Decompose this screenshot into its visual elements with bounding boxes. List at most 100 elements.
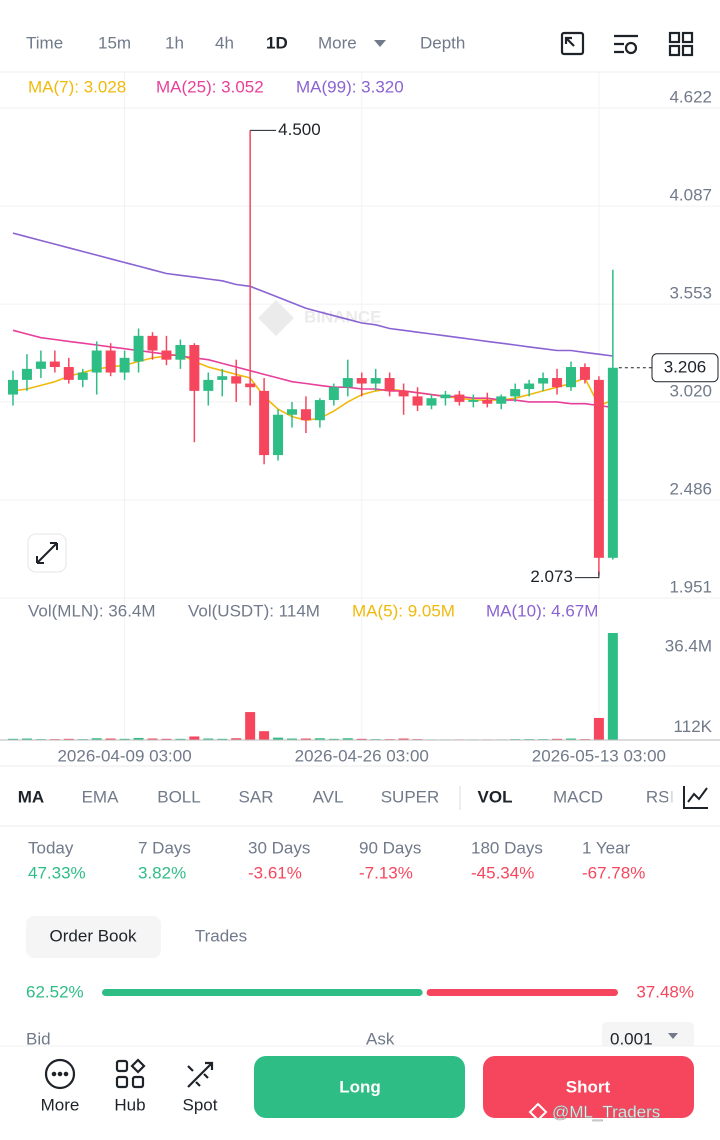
interval-tab[interactable]: Depth [420, 33, 465, 52]
last-price-box [651, 353, 719, 383]
tab-pill [26, 916, 161, 958]
watermark-icon [528, 1102, 548, 1122]
volume-bar [273, 737, 284, 740]
candle-body [538, 378, 549, 384]
nav-icons[interactable] [44, 1058, 214, 1090]
period-value: -3.61% [248, 863, 302, 882]
interval-tab[interactable]: 15m [98, 33, 131, 52]
period-label: 30 Days [248, 838, 310, 857]
volume-bar [63, 738, 74, 740]
sell-ratio: 37.48% [636, 982, 694, 1001]
candle-body [231, 376, 242, 384]
candle-body [49, 361, 60, 368]
candle-body [440, 394, 451, 399]
volume-bar [300, 738, 311, 740]
volume-tick-label: 36.4M [665, 636, 712, 655]
short-button-bg[interactable] [483, 1056, 694, 1118]
annotation-line [574, 571, 600, 579]
candle-body [524, 383, 535, 390]
expand-button[interactable] [27, 533, 67, 573]
watermark-logo [258, 300, 294, 336]
volume-bar [314, 738, 325, 740]
indicator-tab[interactable]: SAR [239, 787, 274, 806]
candle-body [593, 379, 604, 558]
y-tick-label: 4.087 [669, 186, 712, 205]
volume-bar [217, 738, 228, 740]
candle-body [77, 372, 88, 380]
tab[interactable]: Trades [195, 926, 247, 945]
interval-tab[interactable]: 4h [215, 33, 234, 52]
ma-legend: MA(99): 3.320 [296, 77, 404, 96]
indicator-tab[interactable]: EMA [82, 787, 120, 806]
period-value: -67.78% [582, 863, 645, 882]
interval-tab[interactable]: Time [26, 33, 63, 52]
volume-bar [119, 738, 130, 740]
sell-bar [426, 989, 618, 996]
candle-body [203, 379, 214, 391]
volume-legend: MA(10): 4.67M [486, 601, 598, 620]
y-tick-label: 3.553 [669, 284, 712, 303]
buy-ratio: 62.52% [26, 982, 84, 1001]
indicator-tab[interactable]: BOLL [157, 787, 200, 806]
volume-legend: MA(5): 9.05M [352, 601, 455, 620]
indicator-tab[interactable]: AVL [313, 787, 344, 806]
indicator-tab[interactable]: VOL [478, 787, 513, 806]
long-button-bg[interactable] [254, 1056, 465, 1118]
indicator-tab[interactable]: MA [18, 787, 44, 806]
volume-bar [328, 738, 339, 740]
volume-bar [147, 738, 158, 740]
interval-tab[interactable]: 1h [165, 33, 184, 52]
candle-body [468, 400, 479, 402]
indicator-tab[interactable]: SUPER [381, 787, 440, 806]
candle-body [35, 361, 46, 369]
indicator-tab[interactable]: RSI [646, 787, 674, 806]
candle-body [370, 378, 381, 384]
candle-body [412, 396, 423, 406]
period-label: 180 Days [471, 838, 543, 857]
candle-body [426, 398, 437, 406]
candle-body [147, 335, 158, 351]
nav-label[interactable]: Spot [183, 1095, 218, 1114]
candle-body [217, 376, 228, 380]
period-value: -7.13% [359, 863, 413, 882]
volume-bar [231, 738, 242, 740]
candle-body [342, 378, 353, 388]
annotation: 2.073 [530, 567, 573, 586]
short-button[interactable]: Short [566, 1077, 611, 1096]
interval-tab[interactable]: 1D [266, 33, 288, 52]
toolbar-icons[interactable] [560, 31, 694, 57]
ma-line [12, 329, 614, 409]
period-value: -45.34% [471, 863, 534, 882]
nav-label[interactable]: Hub [114, 1095, 145, 1114]
nav-label[interactable]: More [41, 1095, 80, 1114]
volume-bar [566, 738, 576, 740]
volume-bar [21, 738, 32, 740]
candle-body [91, 350, 102, 373]
candle-body [607, 367, 618, 558]
ma-legend: MA(25): 3.052 [156, 77, 264, 96]
volume-bar [356, 738, 367, 740]
candle-body [175, 345, 186, 360]
chart-settings-icon[interactable] [683, 786, 708, 809]
tab[interactable]: Order Book [50, 926, 137, 945]
candle-body [496, 396, 507, 404]
period-value: 47.33% [28, 863, 86, 882]
interval-tab[interactable]: More [318, 33, 357, 52]
period-label: 90 Days [359, 838, 421, 857]
volume-bar [189, 736, 200, 740]
period-label: 7 Days [138, 838, 191, 857]
period-label: Today [28, 838, 74, 857]
precision-box[interactable] [602, 1022, 694, 1048]
long-button[interactable]: Long [339, 1077, 381, 1096]
volume-bar [259, 731, 270, 740]
candle-body [133, 335, 144, 362]
y-tick-label: 1.951 [669, 577, 712, 596]
candle-body [356, 378, 367, 384]
last-price-label: 3.206 [664, 357, 707, 376]
indicator-tab[interactable]: MACD [553, 787, 603, 806]
candle-body [259, 390, 270, 456]
volume-legend: Vol(USDT): 114M [188, 601, 320, 620]
volume-bar [287, 738, 297, 740]
